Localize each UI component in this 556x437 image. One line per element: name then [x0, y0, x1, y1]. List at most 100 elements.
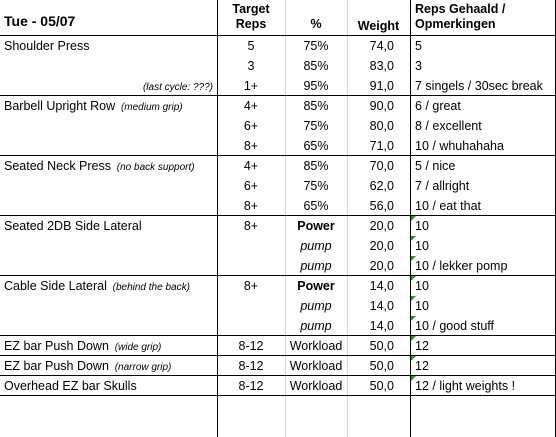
result-cell[interactable]: 10 / eat that — [415, 199, 482, 213]
weight-cell[interactable]: 74,0 — [369, 39, 394, 53]
target-reps-cell[interactable]: 8-12 — [238, 379, 264, 393]
percent-cell[interactable]: 85% — [303, 99, 329, 113]
target-reps-cell[interactable] — [217, 236, 285, 256]
exercise-cell[interactable] — [0, 296, 217, 316]
weight-header[interactable]: Weight — [357, 19, 400, 33]
result-cell[interactable]: 10 — [415, 239, 429, 253]
reps-done-header-line1[interactable]: Reps Gehaald / — [415, 2, 506, 16]
weight-cell[interactable]: 83,0 — [369, 59, 394, 73]
result-cell[interactable]: 8 / excellent — [415, 119, 482, 133]
reps-done-header-line2[interactable]: Opmerkingen — [415, 17, 496, 31]
target-reps-header-line1[interactable]: Target — [232, 2, 270, 16]
target-reps-cell[interactable]: 8-12 — [238, 339, 264, 353]
target-reps-cell[interactable]: 8-12 — [238, 359, 264, 373]
weight-cell[interactable]: 80,0 — [369, 119, 394, 133]
exercise-cell[interactable]: (last cycle: ???) — [0, 76, 217, 96]
percent-cell[interactable]: Power — [297, 219, 335, 233]
weight-cell[interactable]: 20,0 — [369, 259, 394, 273]
row-divider — [0, 95, 556, 96]
weight-cell[interactable]: 91,0 — [369, 79, 394, 93]
percent-cell[interactable]: Workload — [289, 339, 343, 353]
result-cell[interactable]: 7 / allright — [415, 179, 470, 193]
percent-cell[interactable]: pump — [300, 259, 332, 273]
percent-header[interactable]: % — [310, 17, 322, 31]
percent-cell[interactable]: pump — [300, 299, 332, 313]
target-reps-cell[interactable]: 1+ — [243, 79, 259, 93]
target-reps-cell[interactable]: 5 — [247, 39, 255, 53]
result-cell[interactable]: 10 — [415, 279, 429, 293]
result-cell[interactable]: 10 — [415, 299, 429, 313]
exercise-cell[interactable]: Shoulder Press — [0, 36, 217, 56]
result-cell[interactable]: 12 / light weights ! — [415, 379, 516, 393]
target-reps-cell[interactable]: 8+ — [243, 139, 259, 153]
comment-marker-icon — [411, 216, 416, 221]
weight-cell[interactable]: 14,0 — [369, 319, 394, 333]
exercise-cell[interactable]: Overhead EZ bar Skulls — [0, 376, 217, 396]
weight-cell[interactable]: 50,0 — [369, 379, 394, 393]
exercise-cell[interactable]: Seated 2DB Side Lateral — [0, 216, 217, 236]
exercise-cell[interactable]: EZ bar Push Down (wide grip) — [0, 336, 217, 356]
target-reps-cell[interactable] — [217, 256, 285, 276]
exercise-cell[interactable]: Seated Neck Press (no back support) — [0, 156, 217, 176]
table-row: pump 14,0 10 — [0, 296, 556, 316]
exercise-cell[interactable] — [0, 236, 217, 256]
weight-cell[interactable]: 50,0 — [369, 339, 394, 353]
exercise-cell[interactable] — [0, 56, 217, 76]
target-reps-cell[interactable]: 4+ — [243, 99, 259, 113]
weight-cell[interactable]: 20,0 — [369, 219, 394, 233]
result-cell[interactable]: 10 / good stuff — [415, 319, 494, 333]
percent-cell[interactable]: 75% — [303, 39, 329, 53]
percent-cell[interactable]: Workload — [289, 359, 343, 373]
result-cell[interactable]: 5 / nice — [415, 159, 456, 173]
result-cell[interactable]: 12 — [415, 339, 429, 353]
weight-cell[interactable]: 70,0 — [369, 159, 394, 173]
weight-cell[interactable]: 90,0 — [369, 99, 394, 113]
weight-cell[interactable]: 50,0 — [369, 359, 394, 373]
target-reps-cell[interactable]: 3 — [247, 59, 255, 73]
result-cell[interactable]: 10 — [415, 219, 429, 233]
percent-cell[interactable]: 85% — [303, 159, 329, 173]
percent-cell[interactable]: Power — [297, 279, 335, 293]
target-reps-cell[interactable] — [217, 296, 285, 316]
exercise-cell[interactable] — [0, 176, 217, 196]
exercise-cell[interactable] — [0, 256, 217, 276]
percent-cell[interactable]: 95% — [303, 79, 329, 93]
result-cell[interactable]: 3 — [415, 59, 422, 73]
percent-cell[interactable]: Workload — [289, 379, 343, 393]
result-cell[interactable]: 12 — [415, 359, 429, 373]
weight-cell[interactable]: 62,0 — [369, 179, 394, 193]
weight-cell[interactable]: 71,0 — [369, 139, 394, 153]
result-cell[interactable]: 5 — [415, 39, 422, 53]
weight-cell[interactable]: 20,0 — [369, 239, 394, 253]
result-cell[interactable]: 6 / great — [415, 99, 461, 113]
weight-cell[interactable]: 14,0 — [369, 299, 394, 313]
target-reps-cell[interactable]: 8+ — [243, 219, 259, 233]
result-cell[interactable]: 10 / whuhahaha — [415, 139, 504, 153]
exercise-cell[interactable] — [0, 116, 217, 136]
target-reps-cell[interactable]: 6+ — [243, 179, 259, 193]
target-reps-header-line2[interactable]: Reps — [235, 17, 267, 31]
target-reps-cell[interactable]: 6+ — [243, 119, 259, 133]
exercise-cell[interactable] — [0, 136, 217, 156]
target-reps-cell[interactable]: 4+ — [243, 159, 259, 173]
result-cell[interactable]: 7 singels / 30sec break — [415, 79, 543, 93]
exercise-cell[interactable]: EZ bar Push Down (narrow grip) — [0, 356, 217, 376]
target-reps-cell[interactable]: 8+ — [243, 279, 259, 293]
target-reps-cell[interactable] — [217, 316, 285, 336]
exercise-cell[interactable]: Barbell Upright Row (medium grip) — [0, 96, 217, 116]
day-header[interactable]: Tue - 05/07 — [4, 13, 76, 29]
percent-cell[interactable]: 75% — [303, 179, 329, 193]
exercise-cell[interactable]: Cable Side Lateral (behind the back) — [0, 276, 217, 296]
percent-cell[interactable]: 75% — [303, 119, 329, 133]
percent-cell[interactable]: 65% — [303, 199, 329, 213]
weight-cell[interactable]: 56,0 — [369, 199, 394, 213]
target-reps-cell[interactable]: 8+ — [243, 199, 259, 213]
percent-cell[interactable]: pump — [300, 239, 332, 253]
percent-cell[interactable]: pump — [300, 319, 332, 333]
exercise-cell[interactable] — [0, 316, 217, 336]
exercise-cell[interactable] — [0, 196, 217, 216]
percent-cell[interactable]: 85% — [303, 59, 329, 73]
result-cell[interactable]: 10 / lekker pomp — [415, 259, 508, 273]
percent-cell[interactable]: 65% — [303, 139, 329, 153]
weight-cell[interactable]: 14,0 — [369, 279, 394, 293]
